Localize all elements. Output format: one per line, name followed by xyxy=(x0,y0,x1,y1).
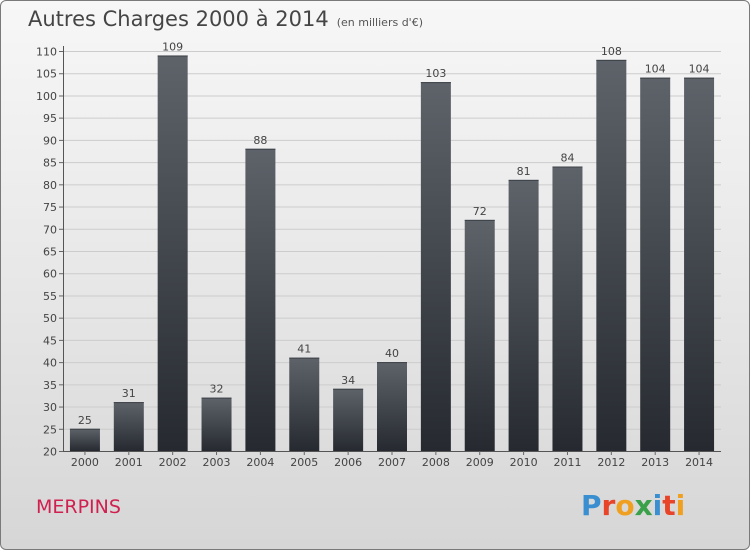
bar-2008 xyxy=(420,82,451,451)
logo-letter: o xyxy=(615,489,635,522)
y-tick-label: 80 xyxy=(43,179,57,192)
axes: 20 25 30 35 40 45 50 55 60 65 70 75 80 85 90 95 100 105 11… xyxy=(36,46,721,469)
data-label: 81 xyxy=(517,165,531,178)
y-tick-label: 95 xyxy=(43,112,57,125)
x-tick-label: 2000 xyxy=(71,456,99,469)
bars xyxy=(69,55,715,452)
x-tick-label: 2001 xyxy=(115,456,143,469)
data-label: 104 xyxy=(645,63,666,76)
y-tick-label: 45 xyxy=(43,334,57,347)
data-label: 103 xyxy=(425,67,446,80)
chart-title-text: Autres Charges 2000 à 2014 xyxy=(28,7,329,31)
y-tick-label: 55 xyxy=(43,290,57,303)
logo-letter: x xyxy=(634,489,653,522)
commune-name: MERPINS xyxy=(36,496,121,518)
x-tick-label: 2008 xyxy=(422,456,450,469)
logo-letter: P xyxy=(581,489,602,522)
bar-2013 xyxy=(640,77,671,452)
bar-2014 xyxy=(684,77,715,452)
y-tick-label: 65 xyxy=(43,246,57,259)
x-tick-label: 2002 xyxy=(159,456,187,469)
chart-title: Autres Charges 2000 à 2014 (en milliers d… xyxy=(28,7,423,31)
bar-2010 xyxy=(508,179,539,451)
bar-2003 xyxy=(201,397,232,451)
bar-2004 xyxy=(245,148,276,451)
x-tick-label: 2011 xyxy=(553,456,581,469)
x-tick-label: 2006 xyxy=(334,456,362,469)
bar-2001 xyxy=(113,402,144,451)
y-tick-label: 90 xyxy=(43,134,57,147)
bar-2000 xyxy=(69,428,100,451)
y-tick-label: 110 xyxy=(36,46,57,59)
bar-2009 xyxy=(464,219,495,451)
y-tick-label: 85 xyxy=(43,157,57,170)
logo-letter: i xyxy=(652,489,663,522)
data-label: 25 xyxy=(78,414,92,427)
bar-2005 xyxy=(289,357,320,451)
logo-letter: r xyxy=(601,489,616,522)
data-label: 40 xyxy=(385,347,399,360)
bar-2012 xyxy=(596,59,627,452)
x-tick-label: 2003 xyxy=(203,456,231,469)
x-tick-label: 2012 xyxy=(597,456,625,469)
y-tick-label: 35 xyxy=(43,379,57,392)
x-tick-label: 2007 xyxy=(378,456,406,469)
bar-2006 xyxy=(333,388,364,451)
data-label: 104 xyxy=(689,63,710,76)
data-label: 34 xyxy=(341,374,355,387)
logo-letter: i xyxy=(675,489,686,522)
x-tick-label: 2013 xyxy=(641,456,669,469)
data-label: 41 xyxy=(297,343,311,356)
x-tick-label: 2014 xyxy=(685,456,713,469)
logo-letter: t xyxy=(662,489,676,522)
data-label: 88 xyxy=(253,134,267,147)
chart-subtitle: (en milliers d'€) xyxy=(336,16,423,29)
data-label: 109 xyxy=(162,40,183,53)
y-tick-label: 25 xyxy=(43,423,57,436)
data-label: 108 xyxy=(601,45,622,58)
y-tick-label: 20 xyxy=(43,446,57,459)
y-tick-label: 70 xyxy=(43,223,57,236)
bar-2007 xyxy=(377,362,407,451)
proxiti-logo: Proxiti xyxy=(581,489,685,522)
bar-2011 xyxy=(552,166,583,452)
y-tick-label: 100 xyxy=(36,90,57,103)
data-label: 31 xyxy=(122,387,136,400)
x-tick-label: 2009 xyxy=(466,456,494,469)
data-label: 72 xyxy=(473,205,487,218)
y-tick-label: 105 xyxy=(36,68,57,81)
y-tick-label: 40 xyxy=(43,357,57,370)
x-tick-label: 2010 xyxy=(510,456,538,469)
y-tick-label: 50 xyxy=(43,312,57,325)
bar-2002 xyxy=(157,55,188,451)
data-label: 32 xyxy=(210,383,224,396)
x-tick-label: 2005 xyxy=(290,456,318,469)
y-tick-label: 30 xyxy=(43,401,57,414)
y-tick-label: 75 xyxy=(43,201,57,214)
y-tick-label: 60 xyxy=(43,268,57,281)
data-label: 84 xyxy=(560,152,574,165)
data-labels: 25 31 109 32 88 41 34 40 103 72 81 84 108 104 104 xyxy=(78,40,710,426)
x-tick-label: 2004 xyxy=(246,456,274,469)
